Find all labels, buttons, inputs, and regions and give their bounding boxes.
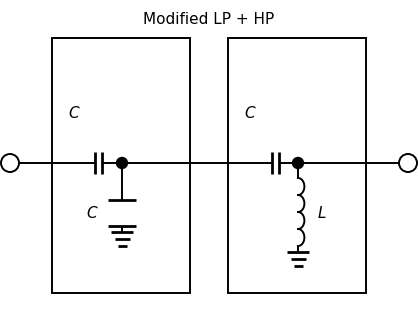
Bar — [52, 38, 190, 293]
Text: C: C — [87, 205, 97, 220]
Text: L: L — [318, 205, 326, 220]
Text: C: C — [69, 106, 79, 121]
Circle shape — [293, 157, 303, 169]
Text: C: C — [245, 106, 255, 121]
Text: Modified LP + HP: Modified LP + HP — [143, 12, 275, 27]
Bar — [228, 38, 366, 293]
Circle shape — [117, 157, 127, 169]
